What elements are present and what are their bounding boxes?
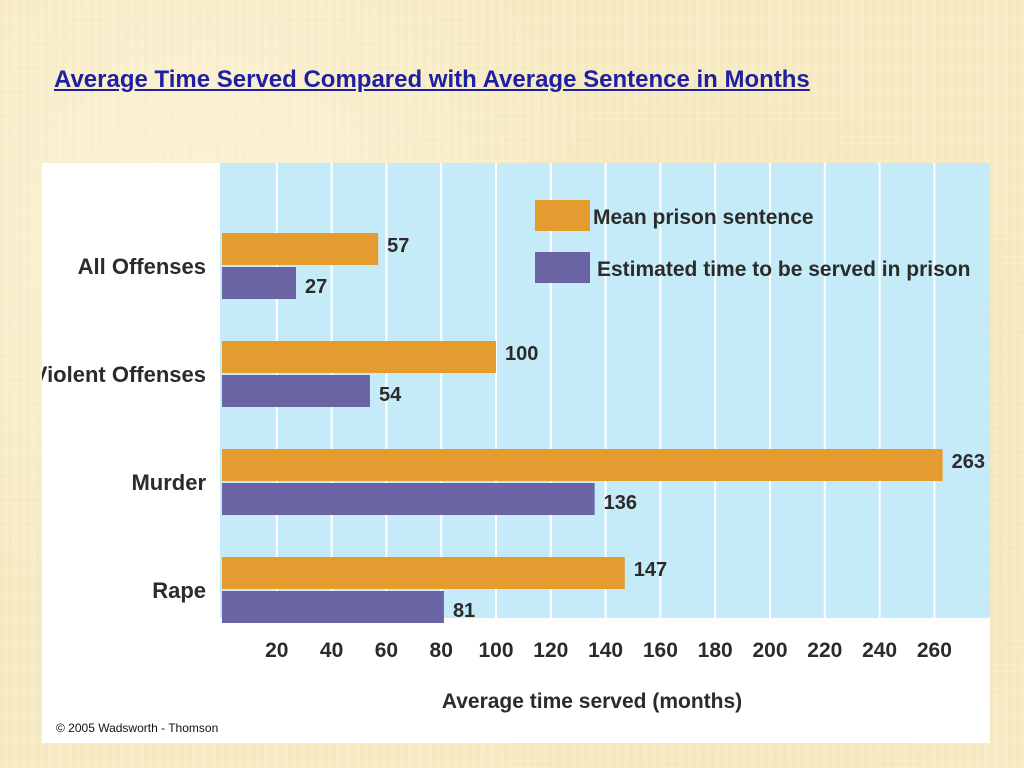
bar [222, 483, 595, 515]
slide-title: Average Time Served Compared with Averag… [54, 66, 810, 93]
x-tick-label: 240 [862, 639, 897, 662]
category-label: Violent Offenses [42, 362, 206, 387]
legend-label: Estimated time to be served in prison [597, 258, 970, 281]
x-tick-label: 40 [320, 639, 343, 662]
x-tick-label: 120 [533, 639, 568, 662]
x-tick-label: 180 [698, 639, 733, 662]
category-label: Rape [152, 578, 206, 603]
bar [222, 449, 943, 481]
x-tick-label: 80 [430, 639, 453, 662]
legend-swatch [535, 200, 590, 231]
x-tick-label: 20 [265, 639, 288, 662]
x-axis-title: Average time served (months) [442, 690, 742, 713]
data-label: 81 [453, 600, 475, 622]
x-tick-label: 140 [588, 639, 623, 662]
copyright-notice: © 2005 Wadsworth - Thomson [56, 721, 219, 735]
legend-swatch [535, 252, 590, 283]
bar [222, 557, 625, 589]
category-label: Murder [131, 470, 206, 495]
x-tick-label: 60 [375, 639, 398, 662]
data-label: 57 [387, 235, 409, 257]
x-tick-label: 200 [752, 639, 787, 662]
data-label: 147 [634, 559, 667, 581]
bar [222, 233, 379, 265]
bar [222, 591, 444, 623]
bar [222, 375, 370, 407]
category-label: All Offenses [78, 254, 206, 279]
data-label: 136 [604, 492, 637, 514]
legend-label: Mean prison sentence [593, 206, 814, 229]
chart-panel: All Offenses 57 27 Violent Offenses 100 54 Mur… [42, 163, 990, 743]
bar [222, 267, 296, 299]
bar-chart: All Offenses 57 27 Violent Offenses 100 54 Mur… [42, 163, 990, 713]
x-tick-label: 220 [807, 639, 842, 662]
x-tick-label: 160 [643, 639, 678, 662]
x-tick-label: 260 [917, 639, 952, 662]
data-label: 54 [379, 384, 402, 406]
data-label: 100 [505, 343, 538, 365]
x-tick-label: 100 [478, 639, 513, 662]
data-label: 27 [305, 276, 327, 298]
bar [222, 341, 496, 373]
data-label: 263 [952, 451, 985, 473]
